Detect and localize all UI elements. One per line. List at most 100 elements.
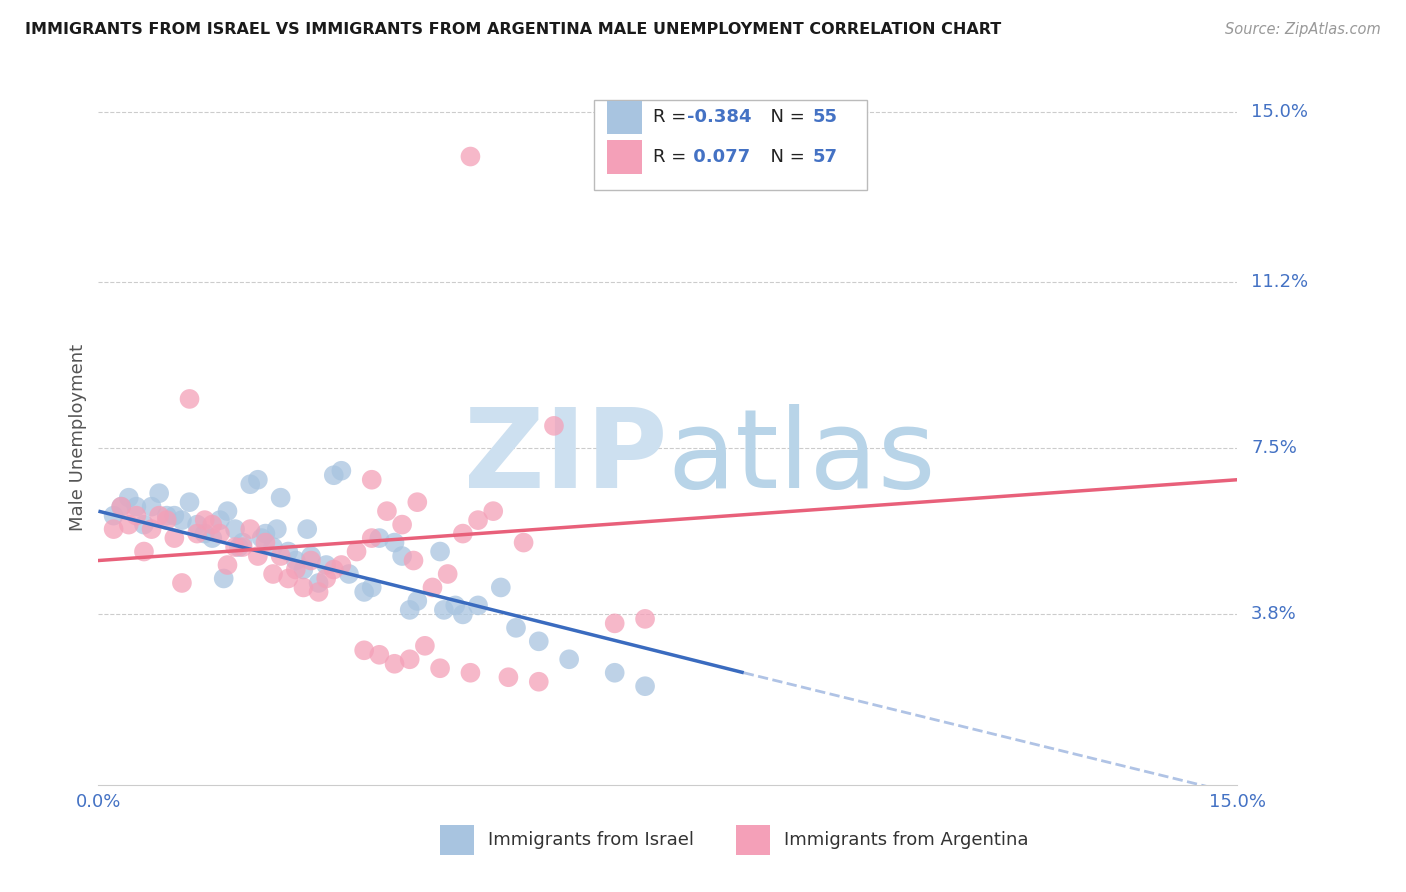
Point	[322, 468, 344, 483]
Point	[179, 392, 201, 406]
Point	[360, 581, 382, 595]
Point	[322, 562, 344, 576]
Point	[103, 522, 125, 536]
Point	[148, 486, 170, 500]
FancyBboxPatch shape	[607, 140, 641, 174]
Point	[125, 508, 148, 523]
Point	[246, 473, 269, 487]
Text: atlas: atlas	[668, 404, 936, 511]
Point	[254, 526, 277, 541]
Point	[156, 513, 179, 527]
Point	[141, 500, 163, 514]
Point	[277, 544, 299, 558]
Point	[163, 508, 186, 523]
Point	[330, 558, 353, 572]
Point	[224, 522, 246, 536]
Point	[603, 665, 626, 680]
Point	[299, 553, 322, 567]
Point	[125, 500, 148, 514]
Point	[429, 544, 451, 558]
Point	[246, 549, 269, 563]
Point	[391, 549, 413, 563]
Point	[239, 522, 262, 536]
Point	[337, 566, 360, 581]
Point	[527, 674, 550, 689]
FancyBboxPatch shape	[607, 101, 641, 134]
Point	[118, 491, 141, 505]
Point	[512, 535, 534, 549]
Point	[179, 495, 201, 509]
Text: 0.077: 0.077	[688, 148, 751, 166]
Point	[543, 418, 565, 433]
Point	[118, 517, 141, 532]
Point	[284, 562, 307, 576]
Text: ZIP: ZIP	[464, 404, 668, 511]
Text: 3.8%: 3.8%	[1251, 606, 1296, 624]
Point	[391, 517, 413, 532]
Point	[292, 581, 315, 595]
Point	[103, 508, 125, 523]
Point	[141, 522, 163, 536]
Point	[132, 544, 155, 558]
Text: Source: ZipAtlas.com: Source: ZipAtlas.com	[1225, 22, 1381, 37]
Point	[346, 544, 368, 558]
Point	[277, 572, 299, 586]
Text: 15.0%: 15.0%	[1251, 103, 1308, 120]
Point	[201, 517, 224, 532]
Point	[297, 522, 319, 536]
Point	[489, 581, 512, 595]
Point	[110, 500, 132, 514]
Point	[201, 531, 224, 545]
Point	[308, 576, 330, 591]
Point	[360, 473, 382, 487]
Point	[250, 531, 273, 545]
Point	[262, 566, 284, 581]
Point	[292, 562, 315, 576]
Text: -0.384: -0.384	[688, 108, 752, 127]
Point	[239, 477, 262, 491]
Point	[170, 513, 193, 527]
Point	[505, 621, 527, 635]
Point	[467, 513, 489, 527]
Point	[299, 549, 322, 563]
Point	[163, 531, 186, 545]
Point	[232, 540, 254, 554]
Point	[436, 566, 458, 581]
Point	[308, 585, 330, 599]
Point	[398, 603, 420, 617]
Point	[330, 464, 353, 478]
FancyBboxPatch shape	[440, 825, 474, 855]
Point	[634, 679, 657, 693]
Point	[444, 599, 467, 613]
Point	[498, 670, 520, 684]
Point	[398, 652, 420, 666]
FancyBboxPatch shape	[737, 825, 770, 855]
Point	[413, 639, 436, 653]
Point	[217, 504, 239, 518]
Point	[384, 535, 406, 549]
Point	[186, 526, 208, 541]
Text: N =: N =	[759, 108, 810, 127]
Text: IMMIGRANTS FROM ISRAEL VS IMMIGRANTS FROM ARGENTINA MALE UNEMPLOYMENT CORRELATIO: IMMIGRANTS FROM ISRAEL VS IMMIGRANTS FRO…	[25, 22, 1001, 37]
Point	[232, 535, 254, 549]
Point	[429, 661, 451, 675]
Point	[156, 508, 179, 523]
Point	[433, 603, 456, 617]
Point	[217, 558, 239, 572]
Point	[170, 576, 193, 591]
Point	[186, 517, 208, 532]
Point	[406, 594, 429, 608]
Point	[208, 526, 231, 541]
Text: 55: 55	[813, 108, 838, 127]
Point	[375, 504, 398, 518]
Point	[353, 585, 375, 599]
Point	[603, 616, 626, 631]
Point	[451, 607, 474, 622]
Point	[634, 612, 657, 626]
Point	[284, 553, 307, 567]
Point	[460, 665, 482, 680]
Text: R =: R =	[652, 148, 692, 166]
Point	[368, 531, 391, 545]
Point	[254, 535, 277, 549]
Point	[353, 643, 375, 657]
